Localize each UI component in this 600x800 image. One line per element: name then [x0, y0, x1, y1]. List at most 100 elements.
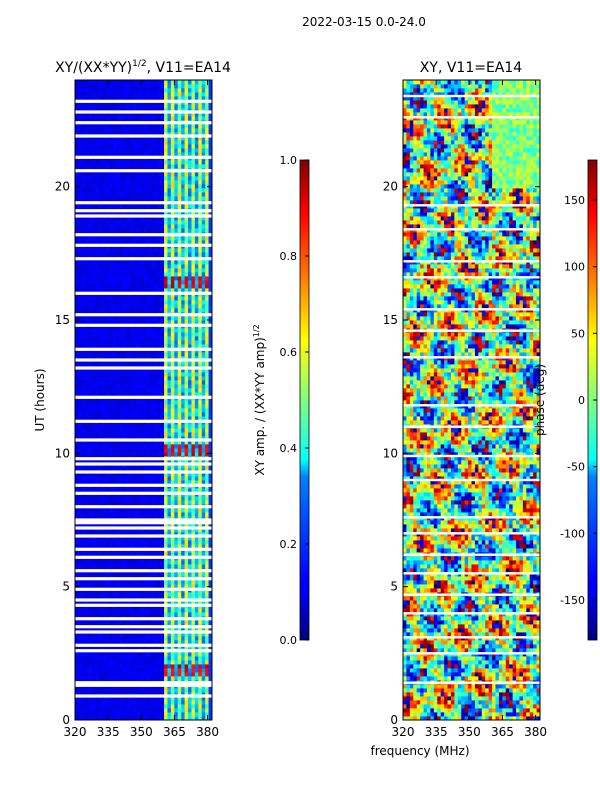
heatmap-cell — [177, 580, 182, 585]
heatmap-cell — [95, 364, 100, 369]
heatmap-cell — [78, 408, 83, 413]
heatmap-cell — [78, 448, 83, 453]
left-title-main: XY/(XX*YY) — [55, 60, 132, 76]
heatmap-cell — [150, 248, 155, 253]
heatmap-cell — [167, 384, 172, 389]
heatmap-cell — [75, 700, 79, 705]
heatmap-cell — [157, 716, 162, 720]
heatmap-cell — [136, 608, 141, 613]
heatmap-cell — [81, 332, 86, 337]
heatmap-cell — [205, 552, 209, 557]
heatmap-cell — [164, 308, 168, 313]
heatmap-cell — [160, 688, 165, 693]
heatmap-cell — [112, 248, 117, 253]
heatmap-cell — [98, 580, 103, 585]
heatmap-cell — [136, 704, 141, 709]
heatmap-cell — [88, 704, 93, 709]
heatmap-cell — [95, 612, 100, 617]
heatmap-cell — [78, 392, 83, 397]
heatmap-cell — [177, 572, 182, 577]
heatmap-cell — [150, 236, 155, 241]
heatmap-cell — [129, 236, 134, 241]
heatmap-cell — [133, 300, 138, 305]
heatmap-cell — [208, 404, 212, 409]
heatmap-cell — [194, 424, 199, 429]
heatmap-cell — [184, 700, 189, 705]
heatmap-cell — [167, 224, 172, 229]
heatmap-cell — [119, 436, 124, 441]
heatmap-cell — [133, 360, 138, 365]
heatmap-cell — [112, 480, 117, 485]
heatmap-cell — [170, 708, 175, 713]
heatmap-cell — [157, 280, 162, 285]
heatmap-cell — [119, 440, 124, 445]
heatmap-cell — [92, 696, 96, 701]
heatmap-cell — [102, 708, 107, 713]
heatmap-cell — [177, 376, 182, 381]
heatmap-cell — [208, 480, 212, 485]
heatmap-cell — [140, 240, 144, 245]
heatmap-cell — [116, 304, 120, 309]
heatmap-cell — [160, 652, 165, 657]
heatmap-cell — [122, 660, 127, 665]
heatmap-cell — [109, 392, 114, 397]
heatmap-cell — [188, 400, 192, 405]
heatmap-cell — [153, 688, 158, 693]
heatmap-cell — [136, 560, 141, 565]
heatmap-cell — [92, 472, 96, 477]
heatmap-cell — [167, 512, 172, 517]
heatmap-cell — [102, 672, 107, 677]
heatmap-cell — [167, 440, 172, 445]
heatmap-cell — [153, 500, 158, 505]
heatmap-cell — [177, 552, 182, 557]
heatmap-cell — [146, 592, 151, 597]
heatmap-cell — [122, 696, 127, 701]
heatmap-cell — [140, 712, 144, 717]
heatmap-cell — [109, 224, 114, 229]
heatmap-cell — [150, 384, 155, 389]
heatmap-cell — [208, 440, 212, 445]
heatmap-cell — [177, 224, 182, 229]
heatmap-cell — [75, 552, 79, 557]
heatmap-cell — [208, 592, 212, 597]
heatmap-cell — [177, 428, 182, 433]
heatmap-cell — [157, 688, 162, 693]
heatmap-cell — [160, 372, 165, 377]
heatmap-cell — [129, 328, 134, 333]
heatmap-cell — [198, 704, 203, 709]
heatmap-cell — [143, 240, 148, 245]
heatmap-cell — [129, 388, 134, 393]
heatmap-cell — [140, 620, 144, 625]
heatmap-cell — [188, 652, 192, 657]
heatmap-cell — [102, 676, 107, 681]
heatmap-cell — [164, 360, 168, 365]
heatmap-cell — [92, 320, 96, 325]
heatmap-cell — [126, 436, 131, 441]
heatmap-cell — [146, 524, 151, 529]
heatmap-cell — [170, 300, 175, 305]
heatmap-cell — [184, 516, 189, 521]
heatmap-cell — [112, 364, 117, 369]
heatmap-cell — [174, 532, 179, 537]
heatmap-cell — [112, 516, 117, 521]
heatmap-cell — [157, 316, 162, 321]
heatmap-cell — [98, 400, 103, 405]
heatmap-cell — [133, 580, 138, 585]
heatmap-cell — [119, 480, 124, 485]
heatmap-cell — [78, 572, 83, 577]
heatmap-cell — [92, 340, 96, 345]
heatmap-cell — [208, 668, 212, 673]
heatmap-cell — [191, 296, 196, 301]
heatmap-cell — [184, 264, 189, 269]
heatmap-cell — [133, 448, 138, 453]
heatmap-cell — [177, 700, 182, 705]
heatmap-cell — [188, 444, 192, 449]
heatmap-cell — [98, 480, 103, 485]
heatmap-cell — [98, 552, 103, 557]
heatmap-cell — [122, 304, 127, 309]
heatmap-cell — [188, 660, 192, 665]
heatmap-cell — [181, 464, 185, 469]
heatmap-cell — [201, 532, 206, 537]
heatmap-cell — [95, 228, 100, 233]
heatmap-cell — [164, 708, 168, 713]
